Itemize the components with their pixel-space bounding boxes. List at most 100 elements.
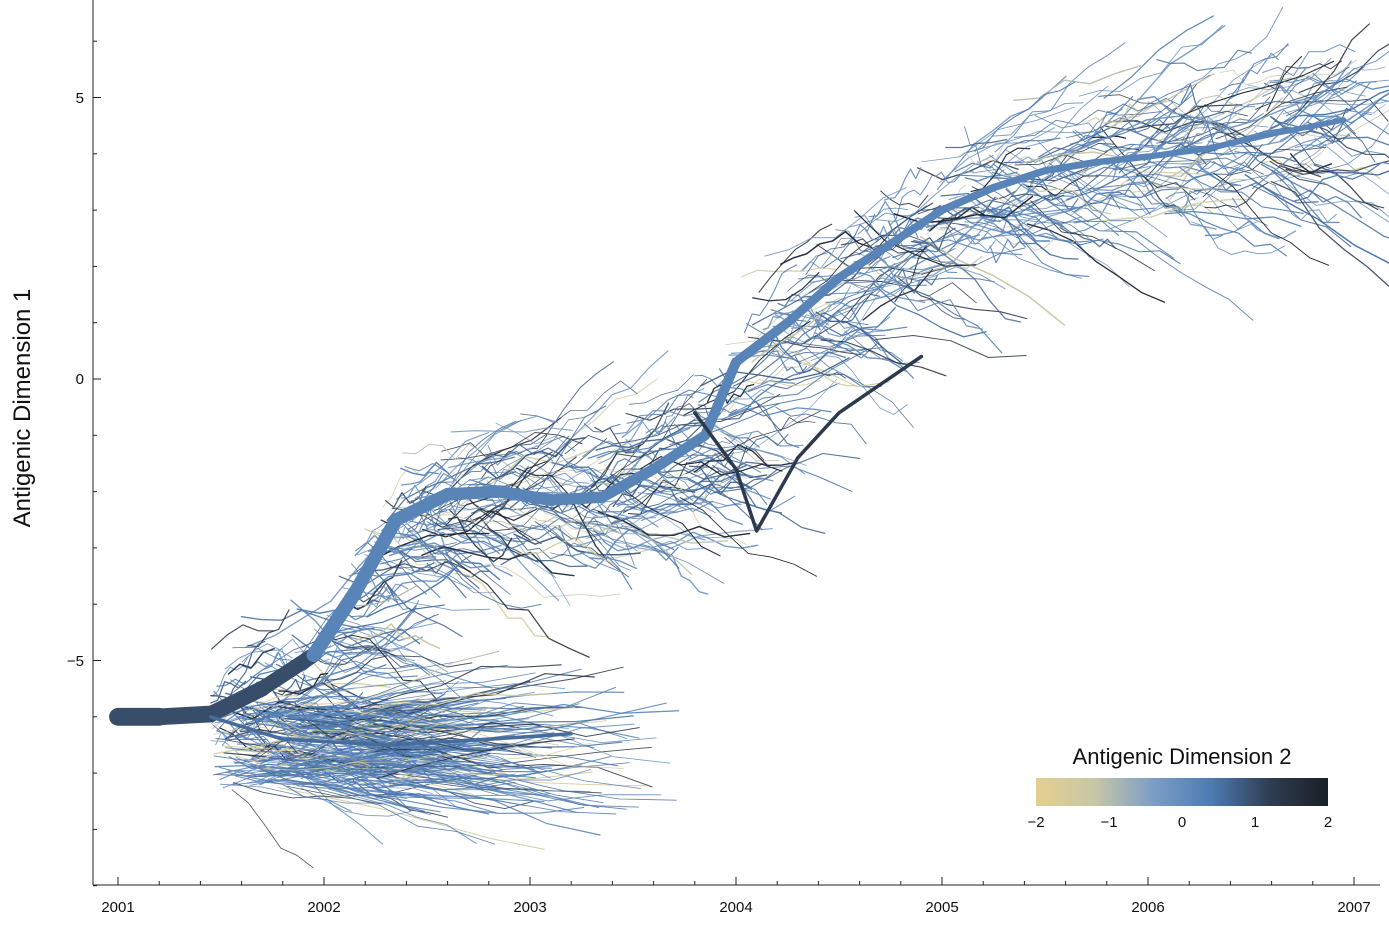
tree-branch <box>366 561 501 618</box>
y-tick-label: 5 <box>76 90 84 107</box>
tree-branch <box>620 524 704 550</box>
tree-branch <box>255 726 404 763</box>
tree-branch <box>1212 160 1277 186</box>
tree-branch <box>862 268 934 321</box>
tree-branch <box>266 742 552 769</box>
tree-branch <box>692 382 840 422</box>
tree-branch <box>582 440 649 458</box>
tree-branch <box>1279 81 1371 142</box>
tree-branch <box>345 673 595 718</box>
tree-branch <box>316 683 566 713</box>
tree-branch <box>354 623 441 649</box>
trunk-segment <box>1144 145 1213 160</box>
tree-branch <box>214 764 368 788</box>
tree-branch <box>875 335 1027 358</box>
tree-branch <box>513 533 641 556</box>
tree-branch <box>1124 115 1194 133</box>
tree-branch <box>1023 184 1175 259</box>
tree-branch <box>232 646 347 663</box>
tree-branch <box>1279 143 1327 182</box>
tree-branch <box>572 378 708 502</box>
tree-branch <box>643 531 759 549</box>
tree-branch <box>534 521 630 578</box>
tree-branch <box>1266 55 1302 112</box>
tree-branch <box>583 521 729 544</box>
tree-branch <box>810 354 908 415</box>
tree-branch <box>587 427 690 459</box>
tree-branch <box>787 274 831 292</box>
tree-branch <box>894 274 1028 320</box>
x-tick-label: 2006 <box>1131 899 1164 916</box>
x-axis-ticks: 2001 2002 2003 2004 2005 2006 2007 <box>101 899 1370 916</box>
tree-branch <box>751 303 831 363</box>
tree-branch <box>386 769 499 787</box>
tree-branch <box>1289 77 1389 104</box>
tree-branch <box>732 291 874 387</box>
tree-branch <box>1290 153 1333 174</box>
tree-branch <box>1170 6 1284 102</box>
tree-branch <box>751 274 857 326</box>
trunk-segment <box>389 487 455 527</box>
tree-branch <box>343 779 440 804</box>
tree-branch <box>856 271 926 303</box>
tree-branch <box>1244 174 1389 264</box>
tree-branch <box>351 701 576 714</box>
tree-branch <box>1285 160 1389 175</box>
tree-branch <box>596 447 713 460</box>
tree-branch <box>1273 77 1377 95</box>
tree-branch <box>354 534 491 569</box>
trunk-segment <box>1041 158 1100 175</box>
tree-branch <box>450 427 573 433</box>
tree-branch <box>677 451 735 473</box>
tree-branch <box>212 724 298 754</box>
tree-branch <box>1270 180 1389 288</box>
legend-tick-label: 1 <box>1251 814 1259 831</box>
tree-branch <box>893 195 1034 224</box>
tree-branch <box>1086 103 1139 124</box>
tree-branch <box>700 357 850 387</box>
tree-branch <box>741 252 853 278</box>
tree-branch <box>236 645 373 701</box>
tree-branch <box>1270 89 1389 129</box>
tree-branch <box>476 444 563 465</box>
tree-branch <box>964 126 1005 175</box>
tree-branch <box>349 769 503 789</box>
tree-branch <box>775 406 867 445</box>
tree-branch <box>374 721 488 750</box>
tree-branch <box>323 710 528 719</box>
tree-branch <box>621 409 716 439</box>
tree-branch <box>348 742 591 764</box>
tree-branch <box>555 350 669 453</box>
tree-branch <box>216 665 273 687</box>
tree-branch <box>1004 148 1138 198</box>
tree-branch <box>346 647 473 668</box>
tree-branch <box>711 424 804 447</box>
highlight-branch <box>208 715 573 747</box>
tree-branch <box>1213 172 1329 266</box>
trunk-segment <box>1093 153 1152 166</box>
tree-branch <box>237 738 387 748</box>
tree-branch <box>1191 221 1286 255</box>
tree-branch <box>874 226 1021 292</box>
tree-branch <box>318 720 548 731</box>
tree-branch <box>454 572 549 638</box>
tree-branch <box>683 320 811 416</box>
tree-branch <box>247 609 290 648</box>
trunk-segment <box>938 183 998 214</box>
tree-branch <box>600 506 712 517</box>
tree-branch <box>816 243 958 275</box>
tree-branch <box>1114 24 1226 127</box>
tree-branch <box>623 485 696 513</box>
tree-branch <box>356 545 436 560</box>
tree-branch <box>616 489 679 506</box>
legend-tick-label: 2 <box>1324 814 1332 831</box>
tree-branch <box>418 507 457 562</box>
tree-branch <box>366 532 490 565</box>
tree-branch <box>231 789 314 869</box>
tree-branch <box>343 597 399 618</box>
tree-branch <box>1280 66 1350 104</box>
tree-branch <box>519 464 657 519</box>
tree-branch <box>936 75 1067 191</box>
tree-branch <box>830 284 907 355</box>
tree-branch <box>509 517 593 531</box>
